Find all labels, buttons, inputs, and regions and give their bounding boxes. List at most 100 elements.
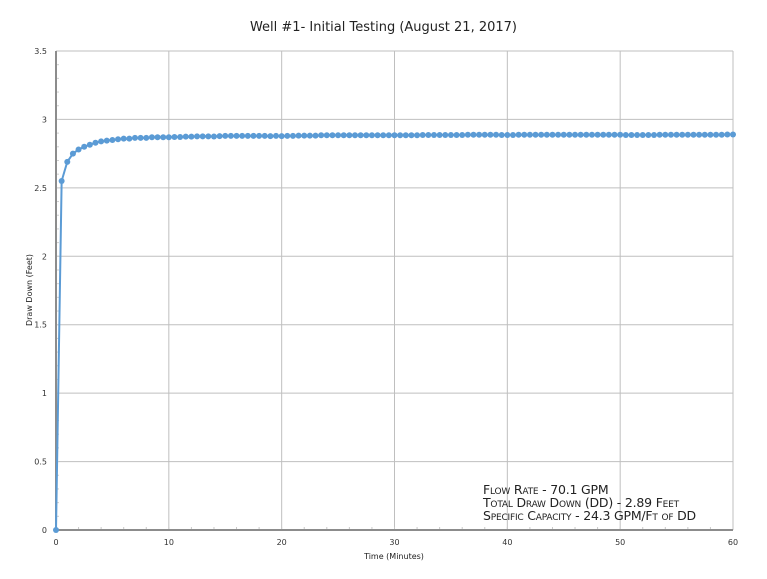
data-point — [278, 133, 285, 140]
data-point — [188, 133, 195, 140]
x-tick-label: 0 — [53, 538, 58, 547]
tick-labels: 0 0.5 1 1.5 2 2.5 3 3.5 0 10 20 30 40 50 60 — [34, 47, 738, 547]
y-tick-label: 1 — [42, 389, 47, 398]
data-point — [205, 133, 212, 140]
data-point — [335, 132, 342, 139]
data-point — [656, 131, 663, 138]
total-draw-down-text: Total Draw Down (DD) - 2.89 Feet — [483, 495, 679, 510]
data-point — [605, 131, 612, 138]
data-point — [98, 138, 105, 145]
data-point — [374, 132, 381, 139]
data-point — [165, 134, 172, 141]
x-tick-label: 10 — [164, 538, 174, 547]
data-point — [210, 133, 217, 140]
data-point — [662, 131, 669, 138]
data-point — [696, 131, 703, 138]
data-point — [306, 132, 313, 139]
y-tick-label: 0.5 — [34, 458, 47, 467]
data-point — [177, 133, 184, 140]
data-point — [340, 132, 347, 139]
data-point — [137, 134, 144, 141]
data-point — [323, 132, 330, 139]
data-point — [267, 133, 274, 140]
data-point — [256, 132, 263, 139]
data-point — [233, 132, 240, 139]
y-tick-label: 2 — [42, 252, 47, 261]
data-point — [64, 158, 71, 165]
data-point — [521, 131, 528, 138]
data-point — [667, 131, 674, 138]
data-point — [430, 132, 437, 139]
data-point — [227, 132, 234, 139]
data-point — [470, 131, 477, 138]
data-point — [690, 131, 697, 138]
data-point — [408, 132, 415, 139]
data-point — [53, 527, 59, 533]
data-point — [464, 131, 471, 138]
data-point — [385, 132, 392, 139]
data-point — [651, 132, 658, 139]
data-point — [498, 132, 505, 139]
data-point — [724, 131, 731, 138]
data-point — [639, 132, 646, 139]
data-point — [154, 134, 161, 141]
data-point — [572, 131, 579, 138]
data-point — [194, 133, 201, 140]
data-point — [402, 132, 409, 139]
data-point — [318, 132, 325, 139]
x-tick-label: 50 — [615, 538, 625, 547]
data-point — [295, 132, 302, 139]
data-point — [289, 132, 296, 139]
data-point — [481, 131, 488, 138]
data-point — [143, 134, 150, 141]
data-point — [391, 132, 398, 139]
flow-rate-text: Flow Rate - 70.1 GPM — [483, 482, 609, 497]
data-point — [560, 131, 567, 138]
data-point — [126, 135, 133, 142]
data-point — [509, 132, 516, 139]
data-point — [182, 133, 189, 140]
data-point — [86, 141, 93, 148]
data-point — [380, 132, 387, 139]
y-tick-label: 0 — [42, 526, 47, 535]
data-point — [684, 131, 691, 138]
data-point — [148, 134, 155, 141]
data-point — [713, 131, 720, 138]
data-point — [222, 132, 229, 139]
chart-title: Well #1- Initial Testing (August 21, 201… — [249, 20, 518, 35]
data-point — [549, 131, 556, 138]
y-tick-label: 2.5 — [34, 184, 47, 193]
data-point — [216, 133, 223, 140]
y-axis-title: Draw Down (Feet) — [25, 254, 34, 326]
data-point — [447, 132, 454, 139]
data-point — [81, 143, 88, 150]
data-point — [160, 134, 167, 141]
data-point — [487, 131, 494, 138]
data-point — [588, 131, 595, 138]
data-point — [532, 131, 539, 138]
data-point — [199, 133, 206, 140]
data-point — [436, 132, 443, 139]
data-point — [368, 132, 375, 139]
y-tick-label: 1.5 — [34, 321, 47, 330]
data-point — [622, 132, 629, 139]
data-point — [442, 132, 449, 139]
data-point — [504, 132, 511, 139]
data-point — [397, 132, 404, 139]
data-point — [239, 132, 246, 139]
data-point — [414, 132, 421, 139]
data-point — [312, 132, 319, 139]
data-point — [617, 131, 624, 138]
series-draw-down — [53, 131, 736, 533]
data-point — [459, 132, 466, 139]
data-point — [594, 131, 601, 138]
data-point — [701, 131, 708, 138]
x-tick-label: 60 — [728, 538, 738, 547]
data-point — [346, 132, 353, 139]
data-point — [718, 131, 725, 138]
data-point — [75, 146, 82, 153]
specific-capacity-text: Specific Capacity - 24.3 GPM/Ft of DD — [483, 508, 696, 523]
data-point — [261, 132, 268, 139]
gridlines — [56, 50, 734, 530]
data-point — [566, 131, 573, 138]
